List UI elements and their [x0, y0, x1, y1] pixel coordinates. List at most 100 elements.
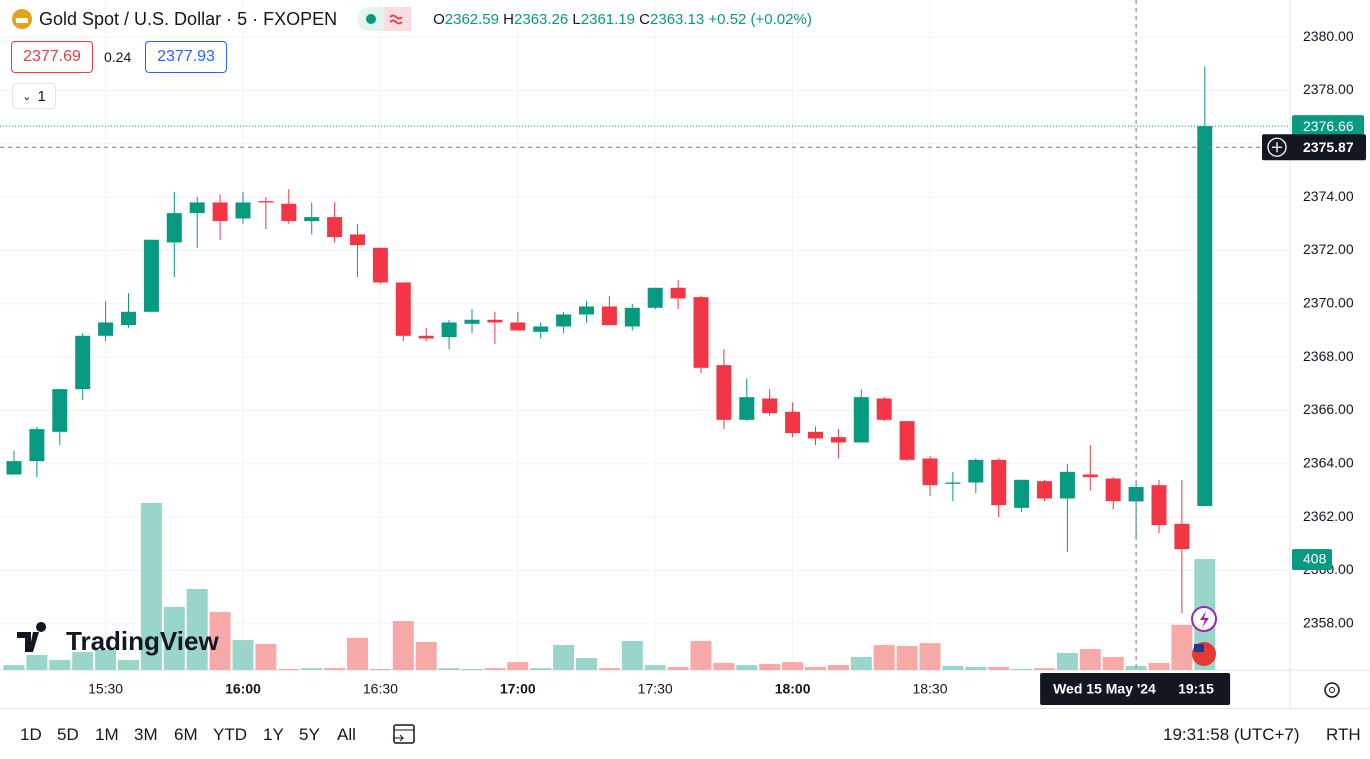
candle-body — [75, 335, 91, 390]
candle-body — [853, 397, 869, 443]
candle-body — [899, 421, 915, 460]
volume-bar — [163, 606, 185, 670]
volume-bar — [415, 641, 437, 670]
volume-bar — [324, 668, 346, 670]
candle-body — [556, 314, 572, 327]
candle-body — [510, 322, 526, 331]
buy-price: 2377.93 — [157, 48, 215, 65]
candle-body — [166, 213, 182, 243]
range-button[interactable]: YTD — [213, 725, 247, 744]
range-button[interactable]: 5Y — [299, 725, 320, 744]
volume-bar — [461, 668, 483, 670]
volume-pane — [3, 502, 1216, 670]
y-tick-label: 2380.00 — [1303, 28, 1354, 44]
add-alert-icon[interactable] — [1267, 137, 1287, 157]
y-tick-label: 2378.00 — [1303, 81, 1354, 97]
sell-button[interactable]: 2377.69 — [11, 41, 93, 73]
watermark-logo — [17, 622, 47, 652]
x-tick-label: 15:30 — [88, 681, 123, 697]
volume-bar — [232, 640, 254, 670]
volume-bar — [942, 665, 964, 670]
crosshair-time-tag — [1040, 673, 1231, 705]
indicators-count: 1 — [37, 87, 46, 105]
volume-bar — [736, 665, 758, 670]
candle-body — [6, 461, 22, 475]
x-tick-label: 18:00 — [775, 681, 811, 697]
volume-bar — [782, 662, 804, 670]
candle-body — [258, 201, 274, 203]
overlays: 2376.66 408 2375.87 Wed 15 May '24 19:15 — [0, 0, 1366, 705]
close-value: 2363.13 — [650, 10, 705, 28]
low-label: L — [572, 10, 581, 28]
volume-bar — [896, 646, 918, 670]
low-value: 2361.19 — [580, 10, 635, 28]
candle-body — [739, 397, 755, 420]
session[interactable]: RTH — [1326, 725, 1361, 744]
high-value: 2363.26 — [514, 10, 569, 28]
candle-body — [830, 437, 846, 443]
x-tick-label: 18:30 — [912, 681, 947, 697]
volume-bar — [186, 588, 208, 670]
volume-bar — [301, 668, 323, 670]
date-range-icon[interactable] — [391, 721, 417, 747]
volume-bar — [49, 659, 71, 670]
chart: 2358.002360.002362.002364.002366.002368.… — [0, 0, 1370, 708]
crosshair-date: Wed 15 May '24 — [1053, 681, 1156, 697]
candle-body — [670, 287, 686, 299]
candle-body — [1128, 487, 1144, 502]
candle-body — [1014, 479, 1030, 508]
clock: 19:31:58 (UTC+7) — [1163, 725, 1300, 744]
candle-body — [808, 431, 823, 439]
market-status[interactable] — [357, 7, 412, 31]
volume-bar — [805, 667, 826, 670]
volume-bar — [530, 668, 552, 670]
volume-bar — [1011, 668, 1033, 670]
range-button[interactable]: 3M — [134, 725, 158, 744]
settings-gear — [1324, 682, 1340, 698]
range-button[interactable]: 5D — [57, 725, 79, 744]
candle-body — [395, 282, 411, 336]
y-tick-label: 2372.00 — [1303, 241, 1354, 257]
range-button[interactable]: 1D — [20, 725, 42, 744]
volume-bar — [667, 667, 689, 670]
volume-bar — [209, 612, 231, 670]
last-price-label: 2376.66 — [1303, 118, 1354, 134]
candle-body — [327, 217, 343, 238]
buy-button[interactable]: 2377.93 — [145, 41, 227, 73]
range-button[interactable]: 1M — [95, 725, 119, 744]
indicators-toggle[interactable]: ⌄ 1 — [12, 83, 56, 109]
candle-body — [601, 306, 617, 326]
settings-icon[interactable] — [1324, 682, 1340, 698]
volume-bar — [392, 621, 414, 670]
candle-body — [143, 239, 159, 312]
range-button[interactable]: 6M — [174, 725, 198, 744]
volume-bar — [1171, 624, 1193, 670]
last-price-tag — [1292, 115, 1364, 138]
open-value: 2362.59 — [444, 10, 499, 28]
ohlc-legend: O2362.59 H2363.26 L2361.19 C2363.13 +0.5… — [433, 11, 812, 28]
candle-body — [372, 247, 388, 283]
candle-body — [1174, 523, 1190, 550]
volume-bar — [850, 656, 872, 670]
candle-body — [945, 482, 961, 484]
candle-body — [29, 429, 45, 462]
candle-body — [464, 319, 480, 324]
candle-body — [968, 459, 984, 483]
candle-body — [1037, 481, 1052, 499]
candle-body — [350, 234, 365, 246]
candle-body — [304, 217, 320, 222]
range-button[interactable]: 1Y — [263, 725, 284, 744]
event-icon-bolt — [1200, 611, 1209, 628]
flag-canton — [1194, 644, 1204, 652]
candle-body — [1082, 474, 1098, 478]
candle-body — [1059, 471, 1075, 499]
candle-body — [235, 202, 251, 219]
candle-body — [98, 322, 114, 336]
candle-body — [876, 398, 892, 420]
watermark: TradingView — [17, 622, 219, 656]
volume-bar — [827, 665, 849, 670]
open-label: O — [433, 10, 445, 28]
symbol-title[interactable]: Gold Spot / U.S. Dollar · 5 · FXOPEN — [39, 8, 338, 29]
candle-body — [121, 311, 136, 326]
range-button[interactable]: All — [337, 725, 356, 744]
